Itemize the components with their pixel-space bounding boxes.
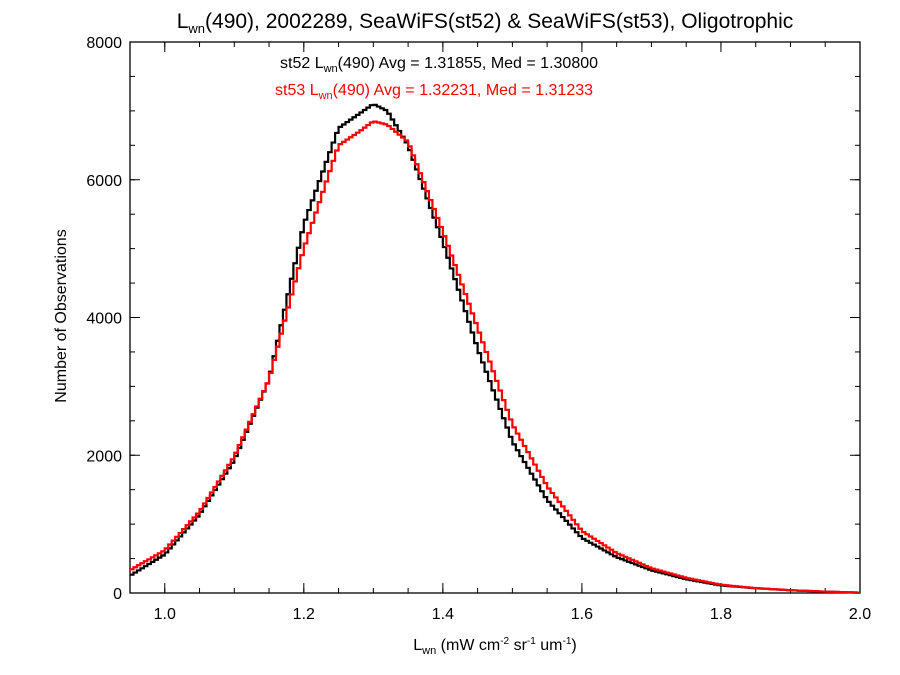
chart-title: Lwn(490), 2002289, SeaWiFS(st52) & SeaWi… <box>177 10 794 36</box>
x-tick-label: 1.8 <box>710 606 732 623</box>
x-tick-label: 1.0 <box>154 606 176 623</box>
series-layer <box>130 103 860 594</box>
annotation-st52: st52 Lwn(490) Avg = 1.31855, Med = 1.308… <box>280 55 598 75</box>
y-tick-label: 0 <box>113 586 122 603</box>
x-tick-label: 2.0 <box>849 606 871 623</box>
y-tick-label: 4000 <box>86 311 122 328</box>
axis-ticks: 1.0 1.2 1.4 1.6 1.8 2.0 0 2000 4000 6000 8000 <box>86 35 871 623</box>
series-st53-line <box>130 120 860 594</box>
x-tick-label: 1.4 <box>432 606 454 623</box>
x-tick-label: 1.6 <box>571 606 593 623</box>
x-axis-label: Lwn (mW cm-2 sr-1 um-1) <box>413 636 576 657</box>
y-tick-label: 8000 <box>86 35 122 52</box>
series-st52-line <box>130 103 860 594</box>
y-tick-label: 2000 <box>86 448 122 465</box>
annotation-st53: st53 Lwn(490) Avg = 1.32231, Med = 1.312… <box>275 82 593 102</box>
plot-frame <box>129 41 861 594</box>
x-tick-label: 1.2 <box>293 606 315 623</box>
y-tick-label: 6000 <box>86 173 122 190</box>
y-axis-label: Number of Observations <box>53 229 70 402</box>
